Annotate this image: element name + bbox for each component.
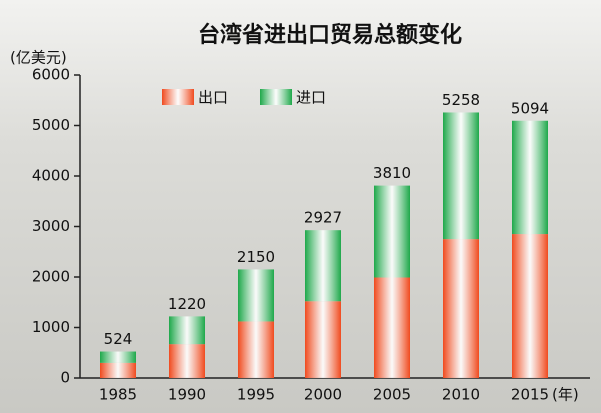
- bar-segment: [374, 277, 410, 378]
- bar-segment: [443, 239, 479, 378]
- total-label: 2927: [304, 209, 342, 227]
- x-tick-label: 2010: [442, 386, 480, 404]
- bar-segment: [169, 316, 205, 345]
- bar-segment: [305, 301, 341, 378]
- x-tick-label: 1985: [99, 386, 137, 404]
- legend-label: 进口: [296, 89, 326, 107]
- bar-segment: [238, 269, 274, 322]
- total-label: 524: [104, 330, 133, 348]
- y-tick-label: 6000: [32, 66, 70, 84]
- bar-segment: [238, 321, 274, 378]
- x-tick-label: 2005: [373, 386, 411, 404]
- bar-segment: [100, 351, 136, 363]
- bar-segment: [443, 112, 479, 240]
- total-label: 5258: [442, 91, 480, 109]
- y-tick-label: 2000: [32, 268, 70, 286]
- y-tick-label: 0: [60, 369, 70, 387]
- y-axis-label: (亿美元): [10, 49, 67, 67]
- legend-swatch: [162, 89, 194, 105]
- x-tick-label: 1990: [168, 386, 206, 404]
- y-tick-label: 4000: [32, 167, 70, 185]
- total-label: 2150: [237, 248, 275, 266]
- bar-segment: [512, 234, 548, 378]
- bar-segment: [305, 230, 341, 302]
- x-tick-label: 2000: [304, 386, 342, 404]
- x-tick-label: 1995: [237, 386, 275, 404]
- legend-swatch: [260, 89, 292, 105]
- total-label: 1220: [168, 295, 206, 313]
- x-unit: (年): [552, 386, 579, 404]
- total-label: 3810: [373, 164, 411, 182]
- bar-segment: [374, 185, 410, 278]
- total-label: 5094: [511, 99, 549, 117]
- y-tick-label: 3000: [32, 217, 70, 235]
- x-tick-label: 2015: [511, 386, 549, 404]
- y-tick-label: 5000: [32, 116, 70, 134]
- bar-segment: [100, 362, 136, 378]
- bar-segment: [512, 120, 548, 235]
- y-tick-label: 1000: [32, 318, 70, 336]
- bar-segment: [169, 344, 205, 378]
- legend-label: 出口: [198, 89, 228, 107]
- chart-title: 台湾省进出口贸易总额变化: [198, 22, 462, 48]
